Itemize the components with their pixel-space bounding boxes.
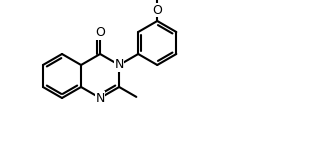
Text: O: O bbox=[152, 3, 162, 17]
Text: N: N bbox=[95, 92, 105, 105]
Text: N: N bbox=[115, 59, 124, 71]
Text: O: O bbox=[95, 26, 105, 39]
